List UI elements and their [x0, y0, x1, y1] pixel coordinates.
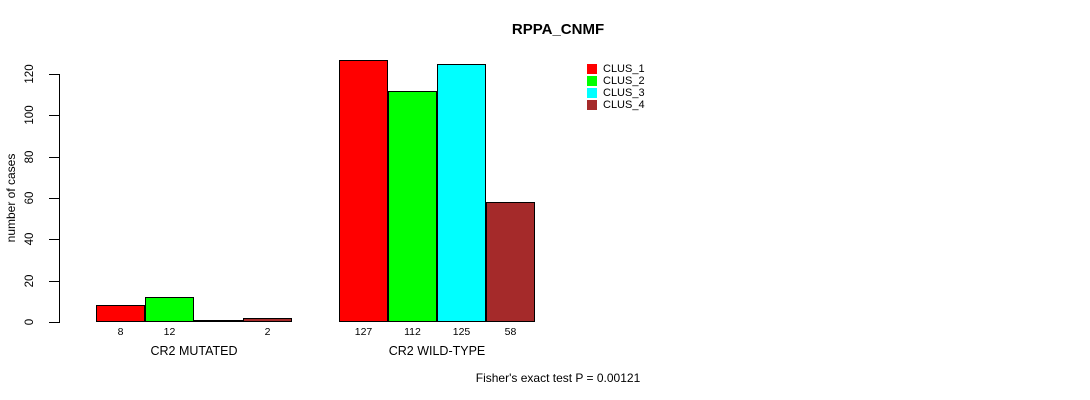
bar-value-label: 12 [163, 326, 176, 338]
y-tick [49, 322, 59, 323]
y-tick-label: 120 [24, 64, 36, 84]
legend-color-swatch [587, 64, 597, 74]
x-group-label: CR2 MUTATED [150, 344, 238, 358]
bar-value-label: 2 [264, 326, 271, 338]
legend-item: CLUS_3 [587, 87, 645, 99]
bar-clus_3-wild-type [437, 64, 486, 322]
legend-label: CLUS_3 [603, 87, 645, 99]
y-tick [49, 157, 59, 158]
bar-clus_2-mutated [145, 297, 194, 322]
bar-clus_1-mutated [96, 305, 145, 322]
bar-value-label: 58 [504, 326, 517, 338]
legend-label: CLUS_4 [603, 99, 645, 111]
bar-value-label: 125 [452, 326, 471, 338]
bar-value-label: 8 [117, 326, 124, 338]
y-axis-title: number of cases [4, 153, 18, 243]
bar-clus_1-wild-type [339, 60, 388, 322]
y-tick [49, 115, 59, 116]
footnote-fisher-test: Fisher's exact test P = 0.00121 [475, 371, 641, 385]
y-tick-label: 0 [24, 318, 36, 326]
bar-clus_2-wild-type [388, 91, 437, 322]
y-tick-label: 20 [24, 274, 36, 288]
y-tick-label: 40 [24, 232, 36, 246]
legend-item: CLUS_4 [587, 99, 645, 111]
legend-item: CLUS_1 [587, 63, 645, 75]
y-axis-line [59, 74, 60, 323]
bar-value-label: 127 [354, 326, 373, 338]
y-tick [49, 74, 59, 75]
bar-clus_4-mutated [243, 318, 292, 322]
legend-item: CLUS_2 [587, 75, 645, 87]
y-tick-label: 80 [24, 150, 36, 164]
x-group-label: CR2 WILD-TYPE [388, 344, 486, 358]
chart-title: RPPA_CNMF [511, 21, 605, 38]
legend-label: CLUS_1 [603, 63, 645, 75]
y-tick-label: 60 [24, 191, 36, 205]
bar-clus_4-wild-type [486, 202, 535, 322]
legend-label: CLUS_2 [603, 75, 645, 87]
y-tick [49, 198, 59, 199]
y-tick [49, 281, 59, 282]
legend: CLUS_1 CLUS_2 CLUS_3 CLUS_4 [587, 63, 645, 111]
bar-clus_3-mutated [194, 320, 243, 322]
bar-value-label: 112 [404, 326, 421, 338]
legend-color-swatch [587, 100, 597, 110]
y-tick-label: 100 [24, 105, 36, 125]
y-tick [49, 239, 59, 240]
legend-color-swatch [587, 88, 597, 98]
legend-color-swatch [587, 76, 597, 86]
